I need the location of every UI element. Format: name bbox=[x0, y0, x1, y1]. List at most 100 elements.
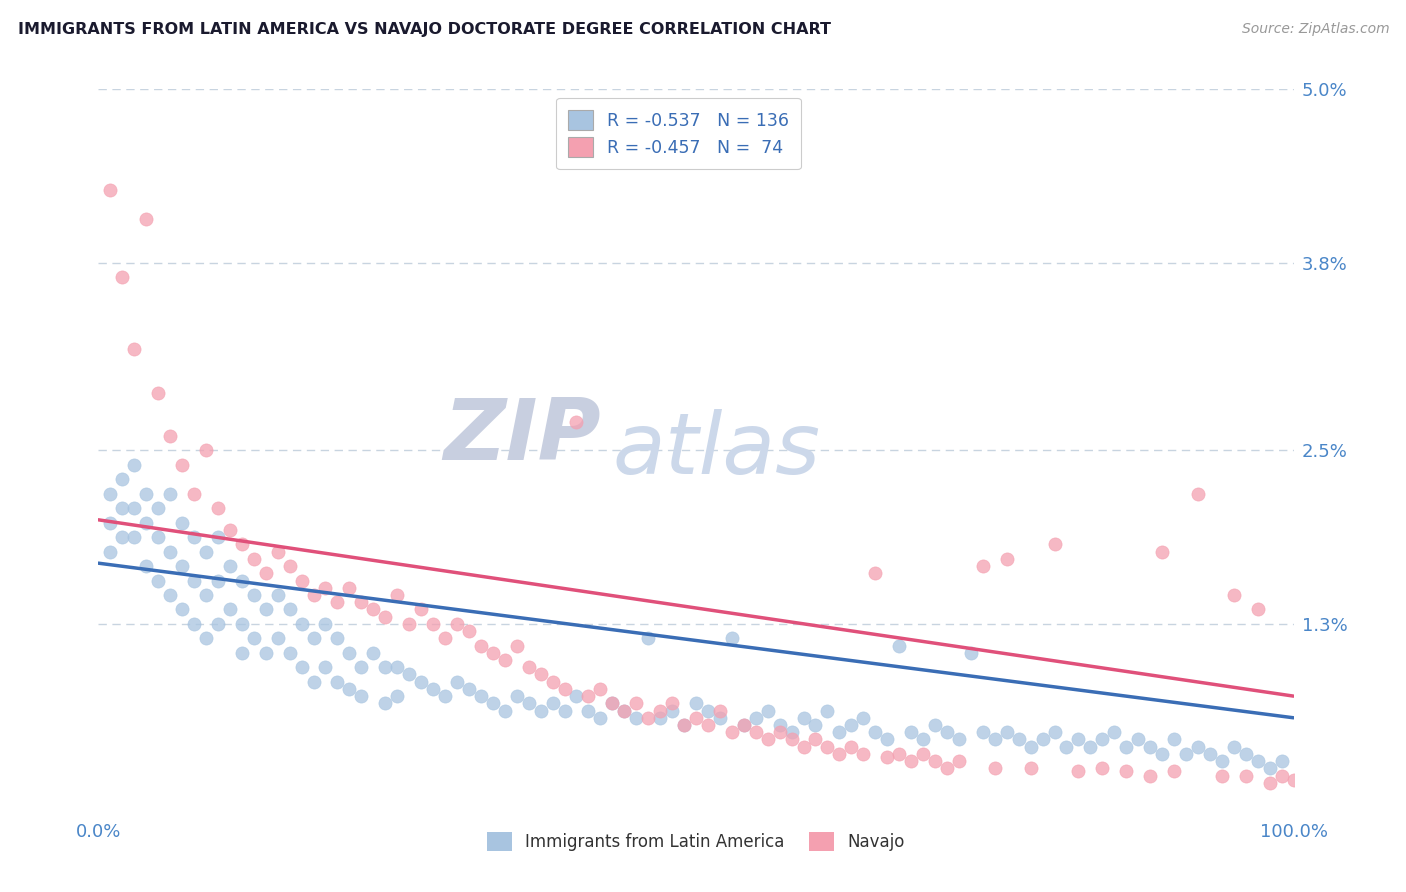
Point bbox=[446, 674, 468, 689]
Point bbox=[1152, 544, 1174, 558]
Point bbox=[673, 718, 696, 732]
Point bbox=[793, 739, 815, 754]
Point bbox=[637, 711, 659, 725]
Point bbox=[363, 646, 385, 660]
Point bbox=[1247, 754, 1270, 768]
Point bbox=[1187, 487, 1209, 501]
Point bbox=[350, 660, 373, 674]
Point bbox=[589, 711, 612, 725]
Point bbox=[709, 711, 731, 725]
Point bbox=[411, 674, 433, 689]
Point bbox=[111, 472, 134, 486]
Point bbox=[995, 551, 1018, 566]
Point bbox=[1067, 764, 1090, 779]
Point bbox=[1043, 537, 1066, 551]
Point bbox=[195, 632, 218, 646]
Point bbox=[183, 487, 205, 501]
Point bbox=[231, 616, 253, 631]
Point bbox=[889, 747, 911, 761]
Point bbox=[1043, 725, 1066, 739]
Point bbox=[578, 689, 600, 703]
Point bbox=[172, 516, 194, 530]
Point bbox=[1091, 732, 1114, 747]
Legend: Immigrants from Latin America, Navajo: Immigrants from Latin America, Navajo bbox=[479, 825, 912, 857]
Point bbox=[339, 681, 361, 696]
Point bbox=[183, 574, 205, 588]
Point bbox=[159, 588, 181, 602]
Point bbox=[374, 696, 396, 710]
Point bbox=[1019, 761, 1042, 775]
Point bbox=[195, 443, 218, 458]
Point bbox=[685, 711, 707, 725]
Point bbox=[1271, 754, 1294, 768]
Point bbox=[385, 588, 409, 602]
Point bbox=[1234, 747, 1257, 761]
Point bbox=[817, 704, 839, 718]
Point bbox=[135, 516, 157, 530]
Point bbox=[278, 646, 301, 660]
Point bbox=[852, 747, 875, 761]
Point bbox=[626, 711, 648, 725]
Point bbox=[876, 749, 898, 764]
Point bbox=[482, 646, 505, 660]
Point bbox=[1115, 764, 1137, 779]
Point bbox=[613, 704, 636, 718]
Text: Source: ZipAtlas.com: Source: ZipAtlas.com bbox=[1241, 22, 1389, 37]
Point bbox=[350, 689, 373, 703]
Point bbox=[172, 559, 194, 574]
Point bbox=[254, 566, 277, 581]
Point bbox=[374, 609, 396, 624]
Point bbox=[602, 696, 624, 710]
Point bbox=[756, 732, 779, 747]
Point bbox=[876, 732, 898, 747]
Point bbox=[207, 530, 229, 544]
Point bbox=[315, 616, 337, 631]
Point bbox=[650, 704, 672, 718]
Point bbox=[984, 761, 1007, 775]
Point bbox=[900, 725, 922, 739]
Point bbox=[1187, 739, 1209, 754]
Point bbox=[111, 270, 134, 285]
Point bbox=[124, 458, 146, 472]
Point bbox=[1139, 769, 1161, 783]
Point bbox=[1223, 588, 1246, 602]
Point bbox=[243, 551, 266, 566]
Point bbox=[183, 616, 205, 631]
Point bbox=[506, 639, 529, 653]
Point bbox=[972, 559, 994, 574]
Point bbox=[1080, 739, 1102, 754]
Point bbox=[960, 646, 983, 660]
Point bbox=[98, 487, 122, 501]
Point bbox=[482, 696, 505, 710]
Point bbox=[637, 632, 659, 646]
Point bbox=[172, 602, 194, 616]
Point bbox=[385, 689, 409, 703]
Point bbox=[302, 588, 325, 602]
Point bbox=[183, 530, 205, 544]
Point bbox=[733, 718, 755, 732]
Point bbox=[793, 711, 815, 725]
Point bbox=[541, 696, 564, 710]
Point bbox=[231, 574, 253, 588]
Point bbox=[733, 718, 755, 732]
Point bbox=[685, 696, 707, 710]
Point bbox=[385, 660, 409, 674]
Point bbox=[1032, 732, 1054, 747]
Point bbox=[865, 566, 887, 581]
Point bbox=[769, 725, 792, 739]
Point bbox=[458, 681, 481, 696]
Point bbox=[315, 581, 337, 595]
Point bbox=[780, 732, 803, 747]
Point bbox=[673, 718, 696, 732]
Point bbox=[530, 704, 553, 718]
Point bbox=[350, 595, 373, 609]
Point bbox=[1211, 769, 1233, 783]
Point bbox=[721, 632, 744, 646]
Point bbox=[541, 674, 564, 689]
Point bbox=[135, 487, 157, 501]
Point bbox=[889, 639, 911, 653]
Point bbox=[756, 704, 779, 718]
Point bbox=[565, 415, 588, 429]
Point bbox=[852, 711, 875, 725]
Point bbox=[841, 739, 863, 754]
